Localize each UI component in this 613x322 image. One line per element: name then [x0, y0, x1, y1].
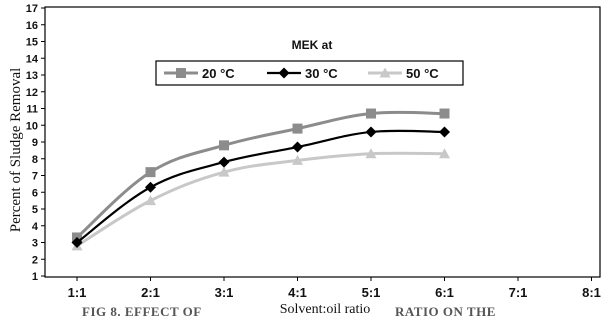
legend-marker	[379, 67, 391, 78]
y-tick-label: 11	[26, 104, 38, 116]
legend-title: MEK at	[292, 38, 333, 52]
series-line	[76, 151, 445, 248]
series-line	[76, 110, 445, 239]
y-tick-label: 16	[26, 20, 38, 32]
data-point	[145, 167, 156, 178]
data-point	[145, 181, 156, 193]
y-axis-title: Percent of Sludge Removal	[8, 68, 24, 233]
legend-entry: 30 °C	[267, 66, 338, 81]
legend-marker	[278, 67, 290, 79]
data-point	[218, 166, 230, 177]
x-tick-label: 1:1	[68, 285, 87, 300]
y-tick-label: 15	[26, 37, 38, 49]
x-axis: 1:1 2:1 3:1 4:1 5:1 6:1 7:1 8:1	[68, 277, 601, 300]
data-point	[439, 148, 450, 159]
figure-caption-left: FIG 8. EFFECT OF	[82, 304, 202, 319]
data-point	[439, 108, 450, 119]
x-tick-label: 6:1	[435, 285, 454, 300]
y-tick-label: 10	[26, 120, 38, 132]
y-tick-label: 6	[32, 187, 38, 199]
x-tick-label: 3:1	[215, 285, 234, 300]
y-tick-label: 2	[32, 254, 38, 266]
data-point	[292, 141, 303, 153]
data-point	[292, 154, 303, 165]
legend-marker	[176, 68, 186, 78]
y-tick-label: 12	[26, 87, 38, 99]
legend: MEK at 20 °C 30 °C 50 °C	[155, 38, 464, 86]
data-point	[292, 123, 303, 134]
y-tick-label: 1	[32, 271, 38, 283]
data-point	[366, 108, 376, 119]
series-line	[76, 129, 445, 244]
x-tick-label: 7:1	[509, 285, 528, 300]
y-tick-label: 4	[32, 221, 39, 233]
data-point	[365, 126, 377, 138]
data-point	[218, 156, 230, 168]
data-point	[71, 237, 83, 248]
series-2	[71, 126, 450, 248]
x-axis-title-background	[278, 302, 372, 318]
y-tick-label: 5	[32, 204, 38, 216]
x-tick-label: 5:1	[362, 285, 381, 300]
x-axis-title: Solvent:oil ratio	[280, 302, 371, 317]
data-point	[439, 126, 450, 138]
legend-items: 20 °C 30 °C 50 °C	[164, 66, 439, 81]
y-tick-label: 14	[26, 53, 39, 65]
legend-entry: 50 °C	[368, 66, 439, 81]
y-tick-label: 3	[32, 238, 38, 250]
y-tick-label: 7	[32, 171, 38, 183]
data-point	[365, 148, 377, 159]
x-tick-label: 2:1	[141, 285, 160, 300]
figure-caption-right: RATIO ON THE	[395, 304, 496, 319]
x-tick-label: 8:1	[582, 285, 601, 300]
legend-entry: 20 °C	[164, 66, 235, 81]
series-layer	[71, 108, 450, 251]
legend-label: 50 °C	[406, 66, 439, 81]
x-tick-label: 4:1	[288, 285, 307, 300]
y-tick-label: 13	[26, 70, 38, 82]
y-tick-label: 17	[26, 3, 38, 15]
y-tick-label: 8	[32, 154, 38, 166]
legend-label: 30 °C	[305, 66, 338, 81]
legend-box	[155, 60, 464, 86]
data-point	[145, 195, 156, 206]
data-point	[219, 140, 229, 151]
y-tick-label: 9	[32, 137, 38, 149]
legend-label: 20 °C	[202, 66, 235, 81]
